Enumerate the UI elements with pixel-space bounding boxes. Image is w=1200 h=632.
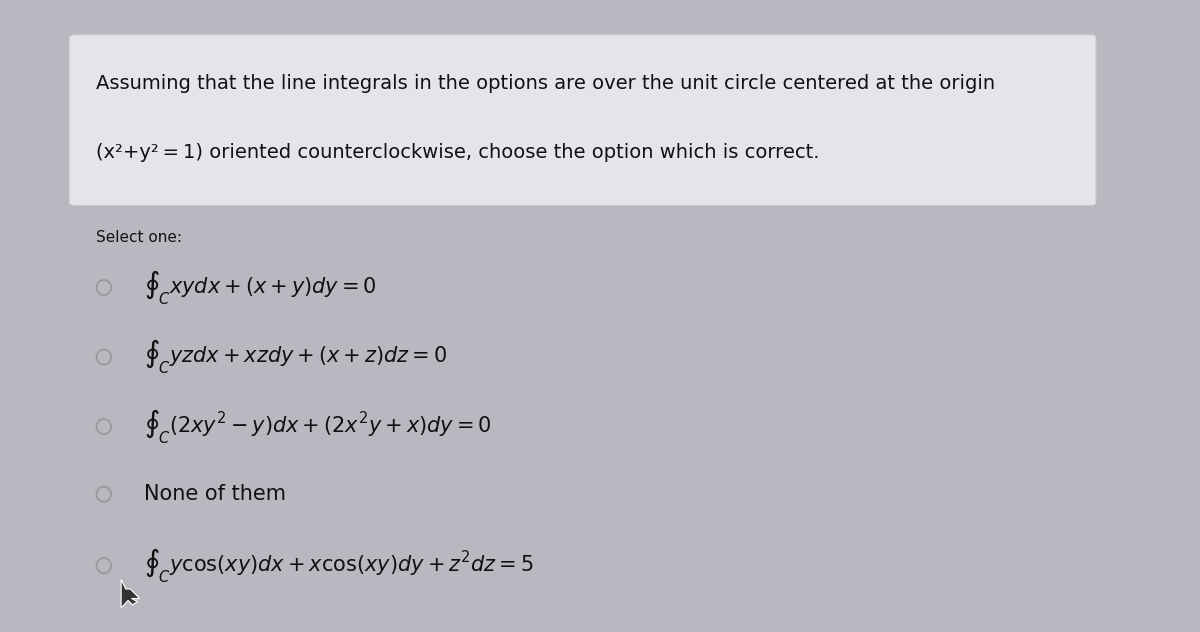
- Text: $\oint_C (2xy^2-y)dx + (2x^2y+x)dy = 0$: $\oint_C (2xy^2-y)dx + (2x^2y+x)dy = 0$: [144, 407, 492, 446]
- Text: None of them: None of them: [144, 484, 287, 504]
- Text: Select one:: Select one:: [96, 229, 181, 245]
- Text: $\oint_C y\cos(xy)dx + x\cos(xy)dy + z^2dz = 5$: $\oint_C y\cos(xy)dx + x\cos(xy)dy + z^2…: [144, 546, 534, 585]
- FancyBboxPatch shape: [70, 35, 1096, 205]
- Polygon shape: [121, 580, 139, 608]
- Text: $\oint_C yzdx + xzdy + (x+z)dz = 0$: $\oint_C yzdx + xzdy + (x+z)dz = 0$: [144, 337, 448, 377]
- Text: $\oint_C xydx + (x+y)dy = 0$: $\oint_C xydx + (x+y)dy = 0$: [144, 268, 377, 307]
- Text: (x²+y² = 1) oriented counterclockwise, choose the option which is correct.: (x²+y² = 1) oriented counterclockwise, c…: [96, 143, 820, 162]
- Text: Assuming that the line integrals in the options are over the unit circle centere: Assuming that the line integrals in the …: [96, 75, 995, 94]
